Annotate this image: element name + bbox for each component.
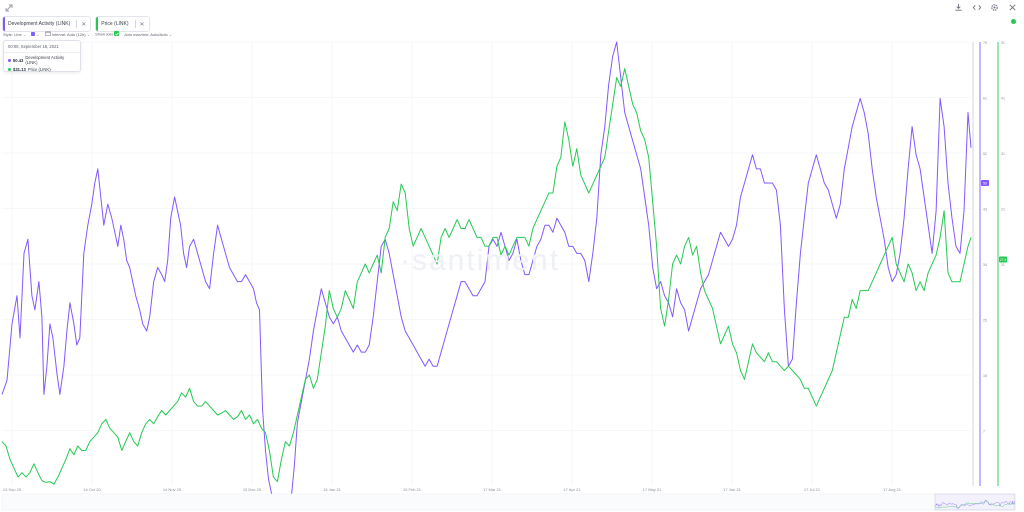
tooltip-value: 50.43 [12,57,24,63]
price-axis-tick-label: 31 [1001,152,1005,156]
santiment-watermark: ·santiment [400,244,561,277]
navigator-dev-line [934,499,1016,509]
dev-activity-line [1,41,972,502]
price-axis-tick-label: 21 [1001,208,1005,212]
tooltip-label: Price (LINK) [27,67,51,72]
tooltip-label: Development Activity (LINK) [25,55,65,65]
show-axis-toggle[interactable]: Show axis [95,31,120,37]
x-tick-label: 14 Oct 20 [83,487,101,492]
embed-code-icon[interactable] [971,2,982,13]
tooltip-row-dev: 50.43 Development Activity (LINK) [4,53,80,65]
dev-last-value-badge [981,179,989,186]
dev-axis-tick-label: 43 [983,208,987,212]
top-bar [0,0,1024,14]
checkbox-icon[interactable] [114,31,120,37]
chart-tooltip: 00:00, September 18, 2021 50.43 Developm… [3,40,81,72]
chevron-down-icon: ⌄ [86,32,91,37]
remove-metric-icon[interactable]: ✕ [81,21,87,28]
dev-axis-tick-label: 16 [983,374,987,378]
axis-max-min-label: Axis max/min: Auto/Auto [124,31,168,37]
series-dot [8,58,11,62]
price-last-value-label: 27.5 [1000,258,1006,262]
interval-select[interactable]: Interval: Auto (12h) ⌄ [44,31,91,37]
metric-tab-price[interactable]: Price (LINK) ✕ [95,16,150,32]
x-tick-label: 17 Jun 21 [723,487,741,492]
x-tick-label: 17 Aug 21 [883,487,902,492]
live-status-dot [1011,19,1016,24]
color-select[interactable]: ⌄ [31,31,40,37]
color-swatch [31,31,36,36]
x-tick-label: 15 Jan 21 [323,487,341,492]
dev-axis-tick-label: 7 [983,430,985,434]
tooltip-row-price: $31.13 Price (LINK) [4,65,80,72]
close-icon[interactable] [1007,2,1018,13]
chevron-down-icon: ⌄ [168,31,173,37]
chevron-down-icon: ⌄ [36,31,40,37]
price-last-value-badge [999,256,1007,263]
metric-tab-label: Price (LINK) [101,21,129,27]
price-axis-tick-label: 11 [1001,263,1005,267]
axis-max-min-select[interactable]: Axis max/min: Auto/Auto ⌄ [124,32,172,37]
chart-settings-row: Style: Line ⌄ ⌄ Interval: Auto (12h) ⌄ S… [3,31,172,37]
price-line [1,68,972,485]
remove-metric-icon[interactable]: ✕ [139,21,145,28]
metric-color-bar [3,17,5,31]
show-axis-label: Show axis [95,31,114,37]
navigator-price-line [934,500,1016,509]
x-tick-label: 15 Dec 20 [243,487,262,492]
calendar-icon [44,31,51,36]
dev-axis-tick-label: 61 [983,97,987,101]
x-tick-label: 14 Nov 20 [163,487,182,492]
price-axis-tick-label: 51 [1001,41,1005,45]
dev-axis-tick-label: 70 [983,41,987,45]
dev-axis-tick-label: 25 [983,319,987,323]
x-tick-label: 17 Apr 21 [563,487,581,492]
interval-select-label: Interval: Auto (12h) [51,32,86,37]
divider [134,20,136,28]
tooltip-date: 00:00, September 18, 2021 [4,41,80,53]
dev-axis-tick-label: 34 [983,263,987,267]
metric-tab-label: Development Activity (LINK) [8,21,71,27]
series-dot [8,68,11,71]
x-tick-label: 17 Jul 21 [804,487,821,492]
settings-icon[interactable] [989,2,1000,13]
x-tick-label: 17 Mar 21 [483,487,502,492]
x-tick-label: 17 May 21 [643,487,662,492]
x-tick-label: 15 Feb 21 [403,487,422,492]
divider [76,20,78,28]
style-select-label: Style: Line [3,31,22,37]
download-icon[interactable] [953,2,964,13]
expand-icon[interactable] [4,3,14,13]
navigator-selection-handle [934,493,1016,511]
chevron-down-icon: ⌄ [22,31,27,37]
chart-actions [953,2,1018,13]
metric-color-bar [96,17,99,31]
x-tick-label: 13 Sep 20 [3,487,22,492]
dev-axis-tick-label: 52 [983,152,987,156]
style-select[interactable]: Style: Line ⌄ [3,32,26,37]
dev-last-value-label: 50 [983,181,987,185]
price-axis-tick-label: 41 [1001,97,1005,101]
range-navigator [1,493,1015,511]
tooltip-value: $31.13 [13,67,26,72]
